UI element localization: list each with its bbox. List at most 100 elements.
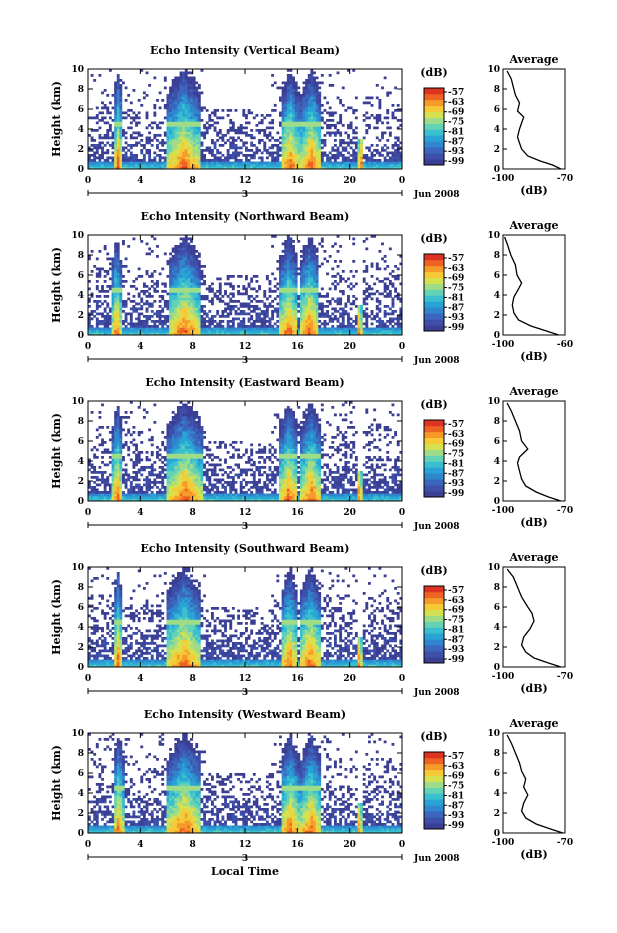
heatmap-cell: [106, 330, 109, 333]
heatmap-cell: [253, 164, 256, 167]
heatmap-cell: [305, 288, 308, 291]
heatmap-cell: [143, 154, 146, 157]
heatmap-cell: [93, 456, 96, 459]
heatmap-cell: [193, 92, 196, 95]
heatmap-cell: [114, 273, 117, 276]
heatmap-cell: [198, 278, 201, 281]
heatmap-cell: [174, 157, 177, 160]
heatmap-cell: [232, 293, 235, 296]
heatmap-cell: [114, 258, 117, 261]
heatmap-cell: [132, 164, 135, 167]
heatmap-cell: [313, 288, 316, 291]
heatmap-cell: [185, 303, 188, 306]
heatmap-cell: [295, 275, 298, 278]
heatmap-cell: [140, 298, 143, 301]
heatmap-cell: [331, 313, 334, 316]
heatmap-cell: [101, 119, 104, 122]
heatmap-cell: [91, 310, 94, 313]
heatmap-cell: [193, 122, 196, 125]
heatmap-cell: [313, 273, 316, 276]
heatmap-cell: [156, 310, 159, 313]
heatmap-cell: [201, 295, 204, 298]
heatmap-cell: [284, 142, 287, 145]
heatmap-cell: [148, 328, 151, 331]
heatmap-cell: [177, 313, 180, 316]
heatmap-cell: [300, 325, 303, 328]
heatmap-cell: [98, 74, 101, 77]
heatmap-cell: [342, 310, 345, 313]
heatmap-cell: [106, 273, 109, 276]
heatmap-cell: [208, 114, 211, 117]
heatmap-cell: [180, 154, 183, 157]
heatmap-cell: [106, 315, 109, 318]
heatmap-cell: [295, 288, 298, 291]
heatmap-cell: [224, 162, 227, 165]
heatmap-cell: [106, 157, 109, 160]
heatmap-cell: [255, 315, 258, 318]
heatmap-cell: [250, 144, 253, 147]
heatmap-cell: [106, 449, 109, 452]
heatmap-cell: [305, 147, 308, 150]
heatmap-cell: [114, 449, 117, 452]
heatmap-cell: [106, 258, 109, 261]
heatmap-cell: [253, 308, 256, 311]
heatmap-cell: [284, 268, 287, 271]
heatmap-cell: [269, 305, 272, 308]
heatmap-cell: [303, 112, 306, 115]
heatmap-cell: [169, 305, 172, 308]
heatmap-cell: [203, 323, 206, 326]
heatmap-cell: [392, 104, 395, 107]
heatmap-cell: [195, 109, 198, 112]
heatmap-cell: [96, 117, 99, 120]
heatmap-cell: [104, 484, 107, 487]
heatmap-cell: [300, 164, 303, 167]
heatmap-cell: [138, 99, 141, 102]
heatmap-cell: [329, 119, 332, 122]
heatmap-cell: [195, 260, 198, 263]
heatmap-cell: [169, 253, 172, 256]
heatmap-cell: [193, 124, 196, 127]
heatmap-cell: [292, 310, 295, 313]
heatmap-cell: [169, 102, 172, 105]
heatmap-cell: [219, 117, 222, 120]
day-label: 3: [242, 190, 248, 200]
heatmap-cell: [146, 142, 149, 145]
heatmap-cell: [368, 330, 371, 333]
heatmap-cell: [216, 323, 219, 326]
heatmap-cell: [342, 278, 345, 281]
heatmap-cell: [250, 134, 253, 137]
heatmap-cell: [208, 300, 211, 303]
heatmap-cell: [334, 149, 337, 152]
heatmap-cell: [303, 127, 306, 130]
heatmap-cell: [172, 283, 175, 286]
x-tick-label: 12: [239, 176, 252, 186]
heatmap-cell: [174, 107, 177, 110]
heatmap-cell: [310, 87, 313, 90]
heatmap-cell: [269, 303, 272, 306]
heatmap-cell: [169, 154, 172, 157]
heatmap-cell: [245, 134, 248, 137]
heatmap-cell: [153, 164, 156, 167]
heatmap-cell: [308, 107, 311, 110]
heatmap-cell: [321, 303, 324, 306]
heatmap-cell: [248, 298, 251, 301]
heatmap-cell: [360, 149, 363, 152]
heatmap-cell: [384, 313, 387, 316]
heatmap-cell: [177, 290, 180, 293]
heatmap-cell: [177, 318, 180, 321]
heatmap-cell: [279, 293, 282, 296]
heatmap-cell: [161, 315, 164, 318]
heatmap-cell: [339, 139, 342, 142]
heatmap-cell: [109, 127, 112, 130]
heatmap-cell: [180, 303, 183, 306]
heatmap-cell: [174, 94, 177, 97]
heatmap-cell: [368, 328, 371, 331]
heatmap-cell: [313, 315, 316, 318]
heatmap-cell: [172, 164, 175, 167]
heatmap-cell: [266, 313, 269, 316]
heatmap-cell: [190, 300, 193, 303]
heatmap-cell: [187, 320, 190, 323]
heatmap-cell: [287, 114, 290, 117]
heatmap-cell: [310, 298, 313, 301]
heatmap-cell: [117, 157, 120, 160]
